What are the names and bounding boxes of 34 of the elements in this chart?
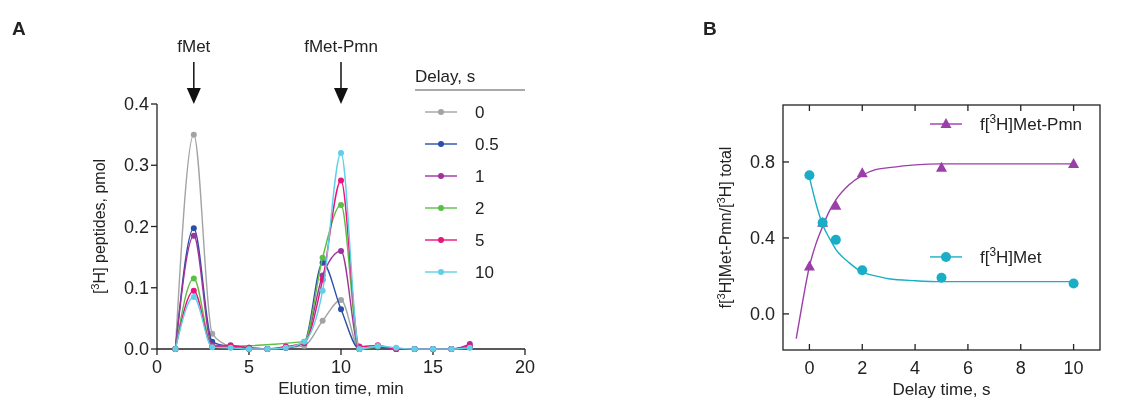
legend-label: 1 xyxy=(475,167,485,186)
x-tick-label: 15 xyxy=(422,357,444,377)
x-tick-label: 10 xyxy=(1063,358,1084,378)
y-tick-label: 0.4 xyxy=(123,94,149,114)
y-tick-label: 0.1 xyxy=(123,277,149,298)
legend-label: 0.5 xyxy=(475,135,499,154)
x-tick-label: 8 xyxy=(1015,358,1026,378)
y-tick-label: 0.0 xyxy=(123,339,149,359)
legend-label: 2 xyxy=(475,199,485,218)
chart-title: B xyxy=(703,18,717,39)
legend-label: 5 xyxy=(475,231,485,250)
x-tick-label: 0 xyxy=(151,357,163,377)
legend-label: f[$^{3}$H]Met-Pmn xyxy=(980,111,1083,134)
y-tick-label: 0.4 xyxy=(749,227,775,248)
legend-title: Delay, s xyxy=(415,67,476,86)
x-tick-label: 0 xyxy=(804,358,815,378)
x-tick-label: 6 xyxy=(962,358,973,378)
legend-label: f[$^{3}$H]Met xyxy=(980,244,1042,267)
x-tick-label: 2 xyxy=(857,358,868,378)
y-tick-label: 0.8 xyxy=(749,151,775,172)
x-tick-label: 10 xyxy=(330,357,352,377)
y-tick-label: 0.0 xyxy=(749,303,775,324)
x-tick-label: 5 xyxy=(243,357,255,377)
x-tick-label: 4 xyxy=(910,358,921,378)
text: fMet-Pmn xyxy=(304,37,378,56)
chart-title: A xyxy=(12,18,26,39)
text: fMet xyxy=(177,37,211,56)
y-tick-label: 0.3 xyxy=(123,155,149,176)
legend-label: 0 xyxy=(475,103,485,122)
legend-label: 10 xyxy=(475,263,494,282)
x-axis-title: Delay time, s xyxy=(892,380,991,399)
y-tick-label: 0.2 xyxy=(123,216,149,237)
x-tick-label: 20 xyxy=(514,357,536,377)
x-axis-title: Elution time, min xyxy=(278,379,404,398)
